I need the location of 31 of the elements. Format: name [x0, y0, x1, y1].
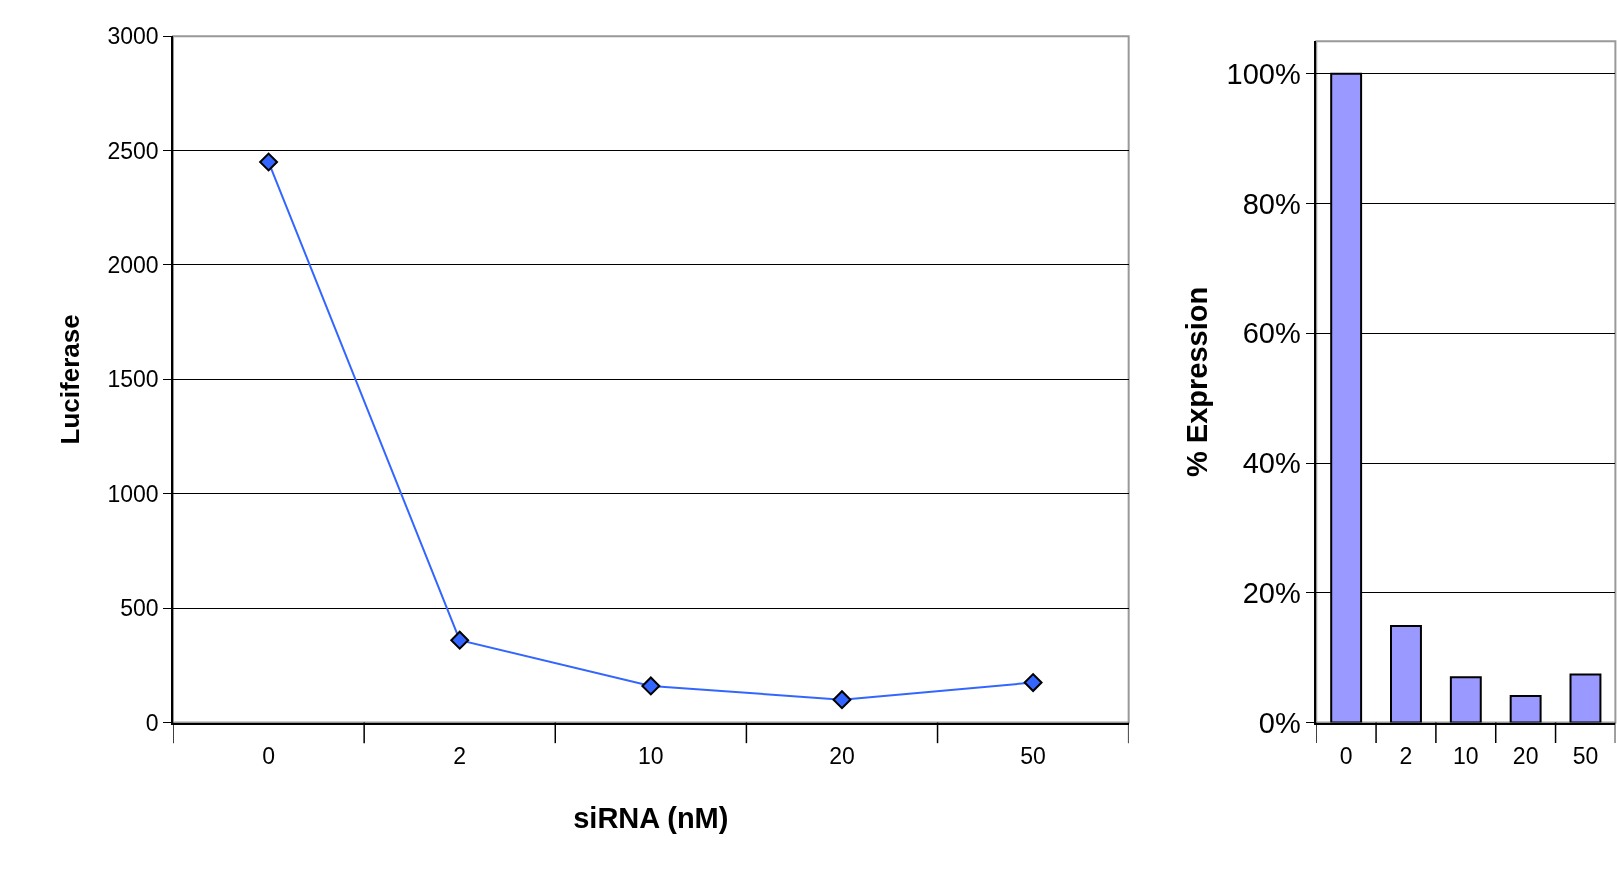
y-tick-label: 1500	[107, 366, 159, 393]
y-tick-label: 20%	[1242, 576, 1301, 609]
x-tick-label: 50	[1572, 742, 1599, 769]
y-tick-label: 60%	[1242, 317, 1301, 350]
x-tick-label: 2	[1399, 742, 1413, 769]
point	[1023, 673, 1043, 692]
x-tick-label: 0	[262, 742, 275, 769]
x-tick-label: 50	[1020, 742, 1046, 769]
x-tick-label: 20	[829, 742, 855, 769]
y-tick-label: 2000	[107, 252, 159, 279]
y-tick-label: 0	[145, 709, 159, 736]
x-tick-label: 0	[1339, 742, 1353, 769]
y-axis-title: Luciferase	[55, 314, 86, 445]
y-tick-label: 100%	[1226, 57, 1301, 90]
x-tick-label: 10	[638, 742, 664, 769]
y-tick-label: 40%	[1242, 447, 1301, 480]
y-tick-label: 1000	[107, 480, 159, 507]
point	[259, 152, 279, 172]
y-tick-label: 2500	[107, 137, 159, 164]
y-axis-title: % Expression	[1181, 286, 1214, 478]
y-tick-label: 3000	[107, 23, 159, 50]
y-tick-label: 500	[120, 595, 159, 622]
x-axis-title: siRNA (nM)	[573, 802, 729, 835]
x-tick-label: 20	[1512, 742, 1539, 769]
point	[641, 676, 661, 696]
point	[832, 690, 852, 710]
y-tick-label: 80%	[1242, 187, 1301, 220]
y-tick-label: 0%	[1258, 706, 1301, 739]
x-tick-label: 2	[453, 742, 467, 769]
point	[450, 630, 470, 650]
x-tick-label: 10	[1453, 742, 1479, 769]
